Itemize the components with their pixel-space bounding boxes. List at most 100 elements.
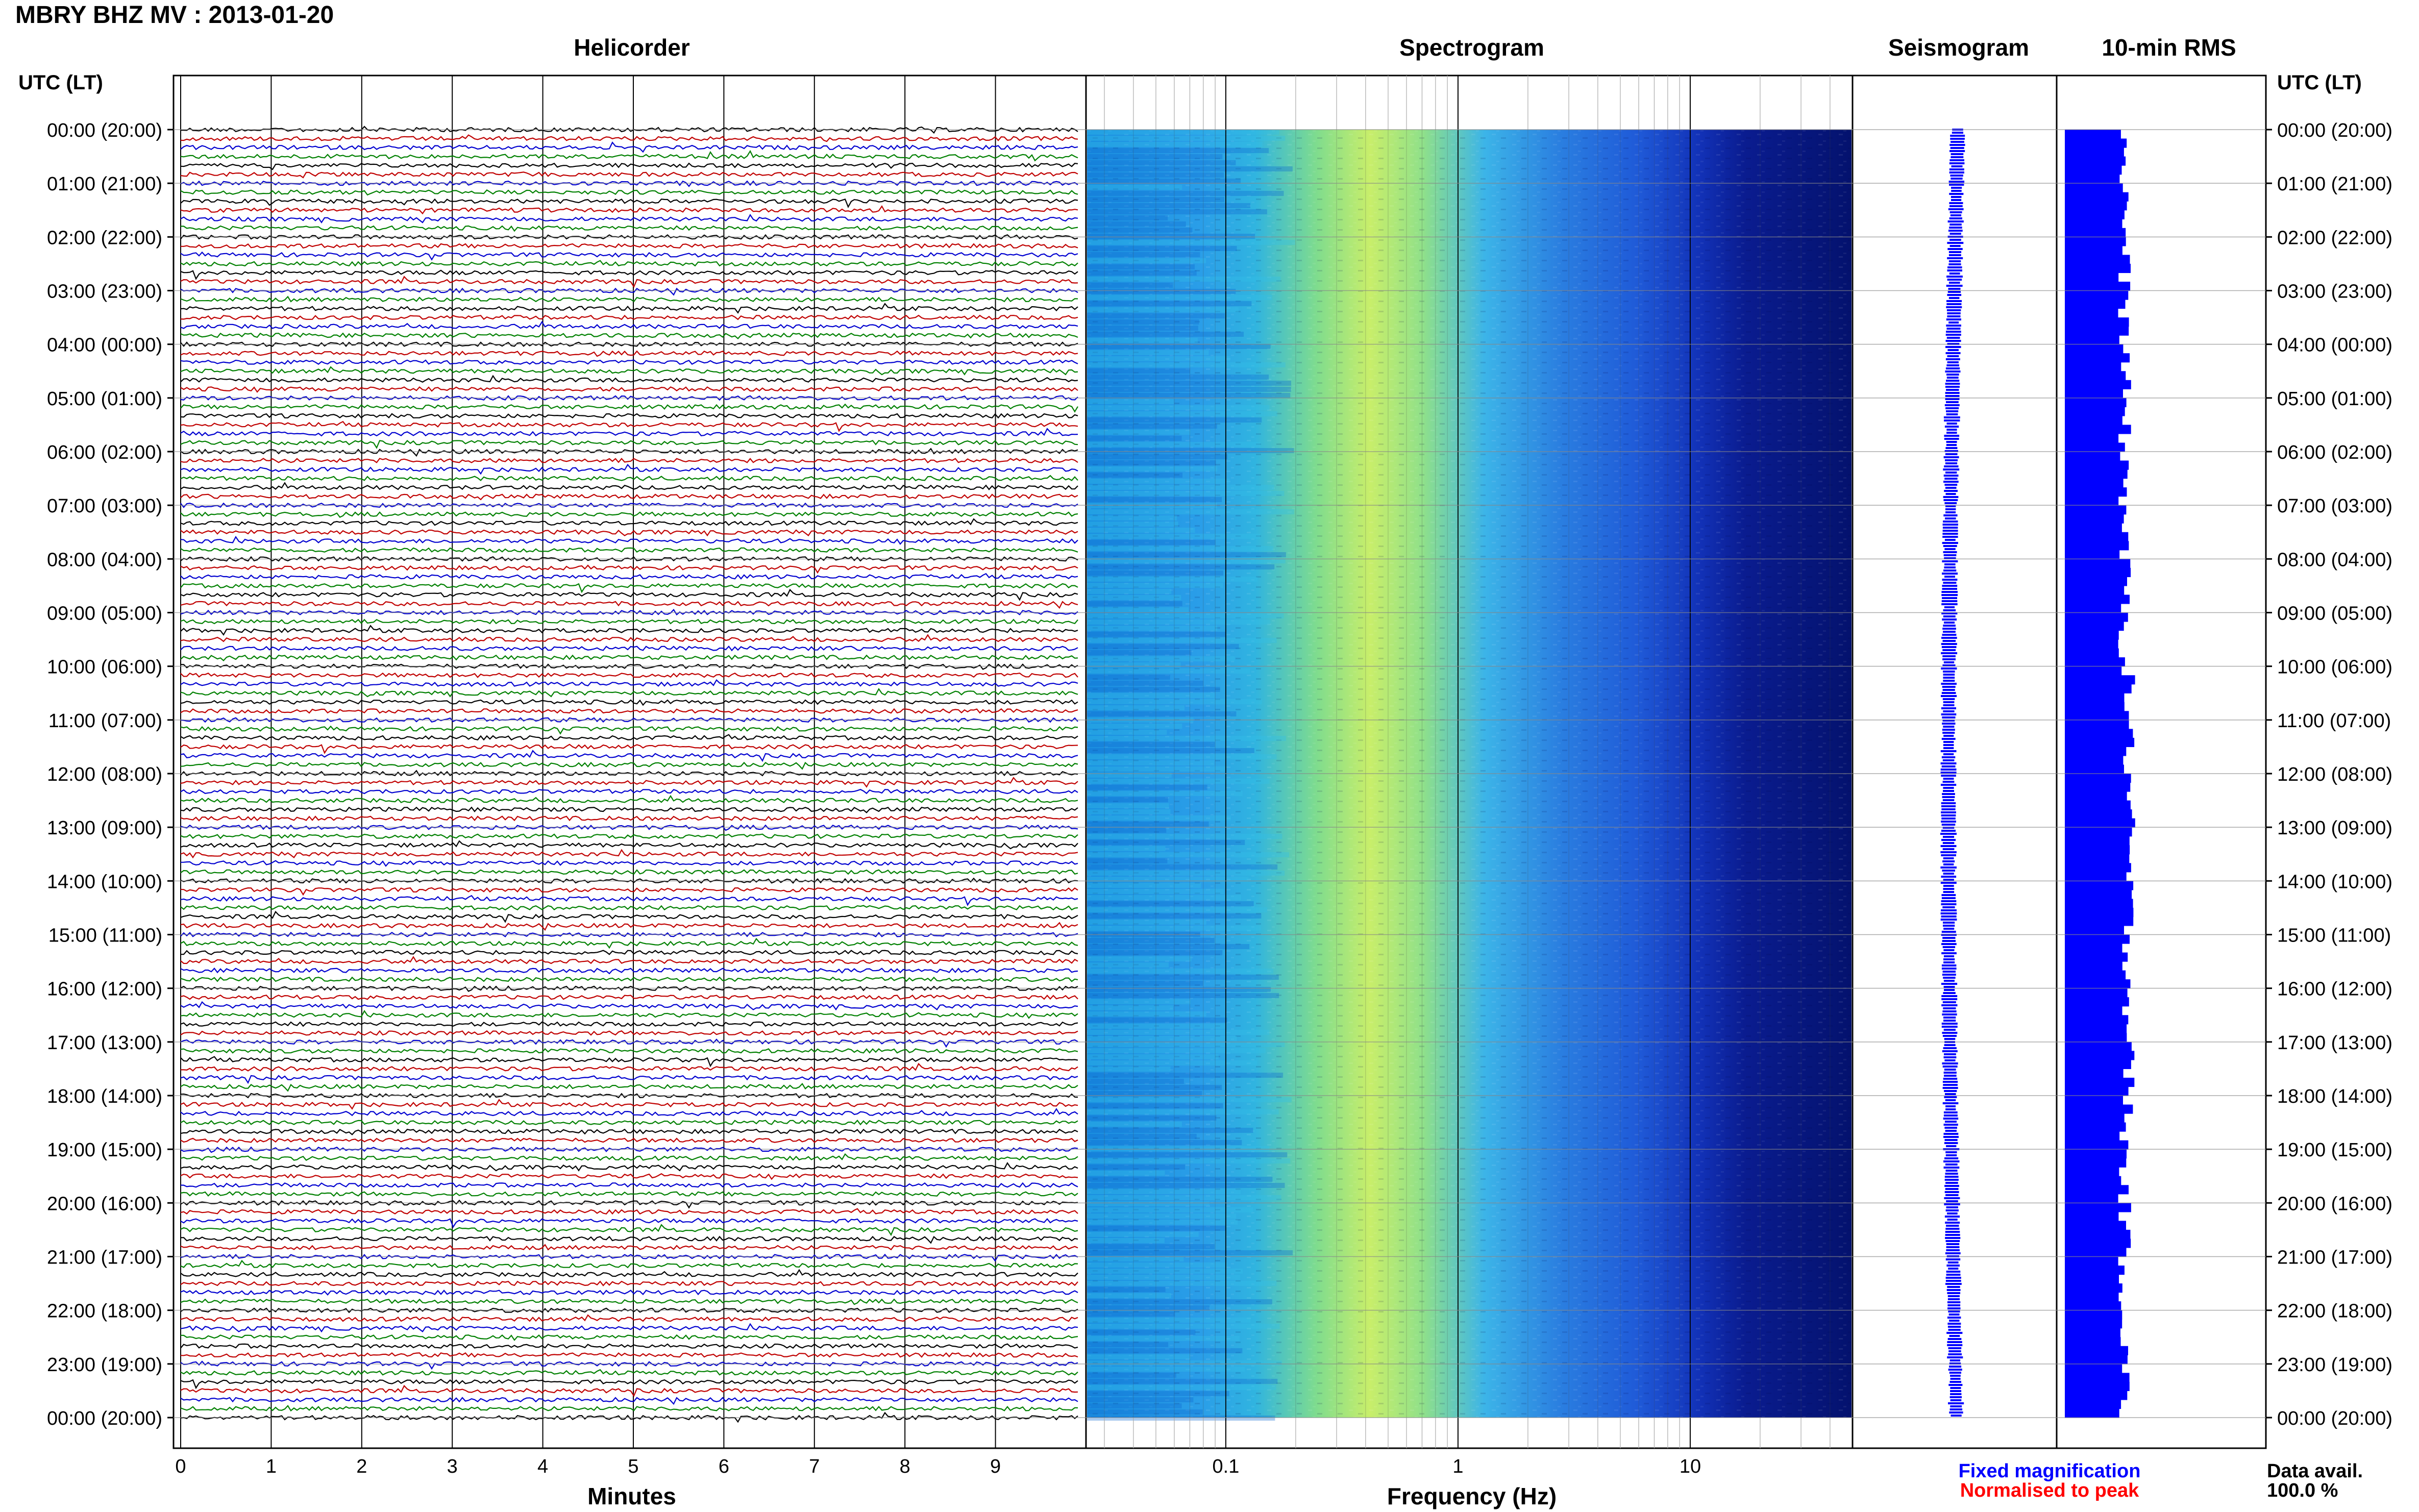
helicorder-trace (180, 1030, 1078, 1036)
hour-label-left: 23:00 (19:00) (47, 1354, 162, 1376)
spectrogram-band (1087, 577, 1257, 582)
hour-label-right: 21:00 (17:00) (2277, 1247, 2392, 1269)
rms-bar (2065, 944, 2122, 953)
spectrogram-band (1087, 613, 1284, 618)
helicorder-trace (180, 1235, 1078, 1244)
spectrogram-band (1087, 375, 1269, 380)
rms-bar (2065, 281, 2131, 291)
rms-bar (2065, 138, 2127, 148)
helicorder-trace (180, 511, 1078, 518)
spectrogram-band (1087, 601, 1182, 606)
spectrogram-band (1087, 736, 1286, 741)
helicorder-trace (180, 303, 1078, 314)
rms-bar (2065, 1381, 2130, 1392)
helicorder-tick-label: 6 (719, 1456, 729, 1477)
legend-normalised-to-peak: Normalised to peak (1960, 1480, 2139, 1501)
spectrogram-band (1087, 466, 1218, 472)
spectrogram-band (1087, 950, 1223, 955)
spectrogram-band (1087, 938, 1215, 943)
spectrogram-tick-label: 10 (1680, 1456, 1701, 1477)
spectrogram-band (1087, 858, 1168, 863)
spectrogram-panel: 0.1 1 10 (1085, 75, 1854, 1477)
spectrogram-band (1087, 246, 1237, 251)
spectrogram-band (1087, 675, 1170, 680)
seismogram-frame (1852, 75, 2058, 1449)
helicorder-trace (180, 189, 1078, 196)
helicorder-trace (180, 717, 1078, 723)
spectrogram-band (1087, 1213, 1237, 1219)
helicorder-tick-label: 2 (356, 1456, 367, 1477)
spectrogram-band (1087, 705, 1185, 710)
helicorder-trace (180, 1298, 1078, 1305)
hour-label-right: 06:00 (02:00) (2277, 442, 2392, 463)
spectrogram-band (1087, 1299, 1272, 1304)
rms-bar (2065, 1194, 2118, 1203)
spectrogram-band (1087, 871, 1285, 876)
spectrogram-band (1087, 442, 1261, 447)
rms-bar (2065, 1006, 2122, 1015)
spectrogram-band (1087, 509, 1294, 514)
spectrogram-band (1087, 1373, 1176, 1378)
helicorder-trace (180, 1397, 1078, 1405)
station-title: MBRY BHZ MV : 2013-01-20 (15, 2, 334, 29)
rms-bar (2065, 961, 2122, 971)
helicorder-tick-label: 7 (809, 1456, 820, 1477)
helicorder-trace (180, 518, 1078, 526)
spectrogram-band (1087, 160, 1236, 165)
spectrogram-band (1087, 1030, 1270, 1035)
rms-bar (2065, 818, 2135, 828)
spectrogram-band (1087, 252, 1200, 257)
helicorder-trace (180, 547, 1078, 553)
rms-bar (2065, 1059, 2131, 1070)
rms-bar (2065, 523, 2122, 533)
spectrogram-band (1087, 846, 1166, 851)
spectrogram-xlabel: Frequency (Hz) (1387, 1483, 1557, 1509)
hour-label-right: 23:00 (19:00) (2277, 1354, 2392, 1376)
rms-bar (2065, 854, 2130, 863)
helicorder-trace (180, 956, 1078, 964)
rms-bar (2065, 1113, 2125, 1123)
rms-bar (2065, 907, 2134, 918)
rms-bar (2065, 165, 2122, 175)
spectrogram-band (1087, 1018, 1227, 1023)
spectrogram-band (1087, 552, 1286, 557)
spectrogram-band (1087, 1287, 1166, 1292)
rms-bar (2065, 934, 2130, 944)
spectrogram-band (1087, 944, 1250, 949)
spectrogram-band (1087, 852, 1289, 857)
spectrogram-band (1087, 1232, 1199, 1237)
rms-bar (2065, 630, 2119, 640)
helicorder-trace (180, 725, 1078, 735)
helicorder-trace (180, 1009, 1078, 1019)
helicorder-trace (180, 260, 1078, 267)
spectrogram-band (1087, 920, 1206, 925)
helicorder-trace (180, 1048, 1078, 1054)
hour-label-left: 00:00 (20:00) (47, 1408, 162, 1429)
spectrogram-band (1087, 172, 1224, 178)
rms-bar (2065, 559, 2131, 568)
rms-bar (2065, 899, 2133, 908)
rms-bar (2065, 729, 2133, 738)
helicorder-trace (180, 213, 1078, 224)
spectrogram-band (1087, 1158, 1291, 1163)
rms-bar (2065, 622, 2124, 631)
hour-label-right: 00:00 (20:00) (2277, 1408, 2392, 1429)
hour-label-left: 22:00 (18:00) (47, 1301, 162, 1322)
hour-label-right: 11:00 (07:00) (2277, 710, 2391, 732)
helicorder-trace (180, 529, 1078, 537)
spectrogram-band (1087, 387, 1291, 392)
spectrogram-band (1087, 877, 1249, 882)
spectrogram-tick-label: 1 (1452, 1456, 1463, 1477)
spectrogram-band (1087, 1207, 1253, 1212)
hour-label-right: 10:00 (06:00) (2277, 657, 2392, 678)
spectrogram-band (1087, 1391, 1229, 1396)
hour-label-right: 15:00 (11:00) (2277, 925, 2391, 947)
rms-bar (2065, 1355, 2128, 1365)
helicorder-trace (180, 1108, 1078, 1117)
helicorder-trace (180, 269, 1078, 280)
rms-bar (2065, 684, 2132, 693)
helicorder-trace (180, 134, 1078, 142)
helicorder-trace (180, 634, 1078, 642)
helicorder-trace (180, 1056, 1078, 1068)
hour-label-right: 20:00 (16:00) (2277, 1193, 2392, 1214)
